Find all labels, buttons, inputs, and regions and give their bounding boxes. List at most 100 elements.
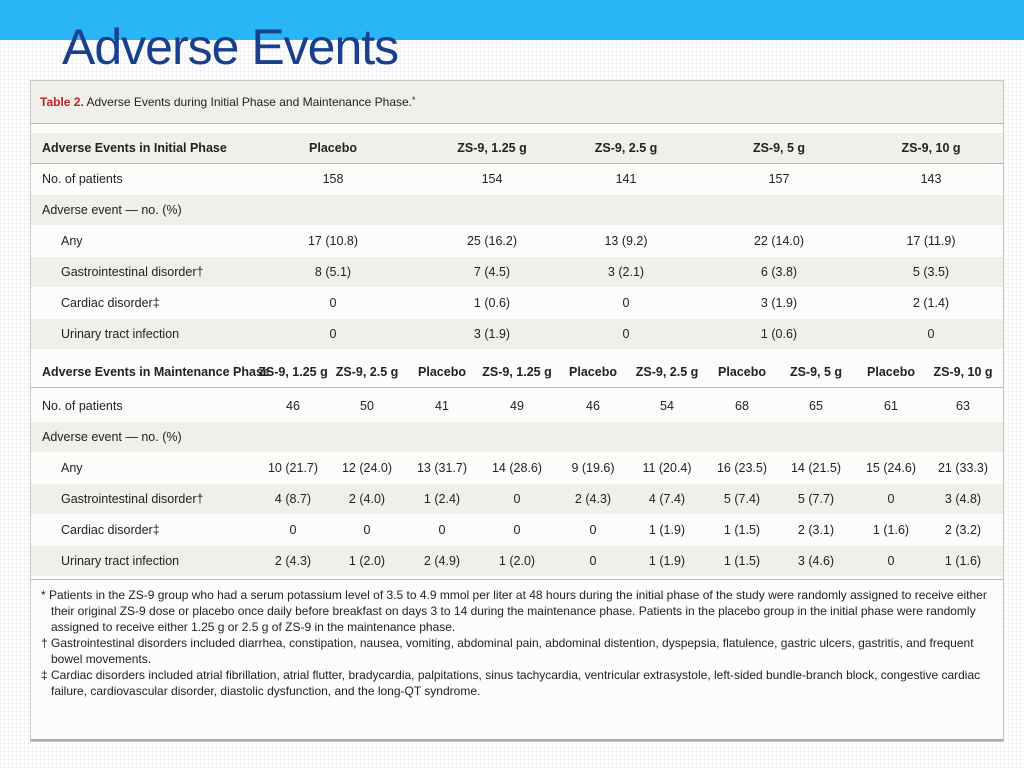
maintenance-section-row: Adverse event — no. (%) [31, 422, 1003, 452]
top-accent-bar [0, 0, 1024, 40]
table-cell: 0 [329, 296, 337, 310]
footnote-divider [31, 579, 1003, 580]
table-cell: 5 (7.7) [797, 492, 835, 506]
table-row: Cardiac disorder‡ 0 0 0 0 0 1 (1.9) 1 (1… [31, 515, 1003, 545]
table-cell: 14 (28.6) [491, 461, 543, 475]
table-cell: 11 (20.4) [642, 461, 692, 475]
table-cell: 2 (4.3) [574, 492, 612, 506]
initial-section-row: Adverse event — no. (%) [31, 195, 1003, 225]
table-row: Cardiac disorder‡ 0 1 (0.6) 0 3 (1.9) 2 … [31, 288, 1003, 318]
maintenance-header-col: ZS-9, 2.5 g [335, 365, 399, 379]
table-cell: 1 (1.6) [872, 523, 910, 537]
table-cell: 1 (1.9) [648, 554, 686, 568]
footnote: * Patients in the ZS-9 group who had a s… [41, 588, 987, 634]
row-label: Gastrointestinal disorder† [61, 492, 204, 506]
table-cell: 17 (11.9) [906, 234, 956, 248]
table-cell: 3 (4.8) [944, 492, 982, 506]
row-label: Cardiac disorder‡ [61, 296, 160, 310]
initial-header-col: ZS-9, 2.5 g [594, 141, 658, 155]
table-cell: 61 [884, 399, 898, 413]
maintenance-header-col: ZS-9, 1.25 g [482, 365, 552, 379]
table-cell: 8 (5.1) [314, 265, 352, 279]
row-label: Any [61, 461, 83, 475]
row-label: No. of patients [42, 399, 123, 413]
table-cell: 1 (0.6) [760, 327, 798, 341]
table-cell: 13 (31.7) [416, 461, 468, 475]
footnote: ‡ Cardiac disorders included atrial fibr… [41, 668, 981, 698]
footnote: † Gastrointestinal disorders included di… [41, 636, 974, 666]
table-cell: 0 [887, 554, 895, 568]
table-cell: 10 (21.7) [267, 461, 319, 475]
table-cell: 1 (1.6) [944, 554, 982, 568]
initial-patients-row: No. of patients 158 154 141 157 143 [31, 164, 1003, 194]
table-cell: 1 (1.9) [648, 523, 686, 537]
table-cell: 1 (0.6) [473, 296, 511, 310]
table-cell: 15 (24.6) [865, 461, 917, 475]
table-cell: 0 [622, 296, 630, 310]
table-cell: 1 (1.5) [723, 523, 761, 537]
table-cell: 1 (2.4) [423, 492, 461, 506]
initial-header-col: Placebo [309, 141, 357, 155]
caption-text: Adverse Events during Initial Phase and … [83, 95, 413, 109]
row-label: Cardiac disorder‡ [61, 523, 160, 537]
table-cell: 17 (10.8) [307, 234, 359, 248]
row-label: Urinary tract infection [61, 554, 180, 568]
bottom-rule [31, 739, 1003, 741]
table-cell: 5 (7.4) [723, 492, 761, 506]
table-row: Urinary tract infection 0 3 (1.9) 0 1 (0… [31, 319, 1003, 349]
table-cell: 54 [660, 399, 674, 413]
table-cell: 2 (4.0) [348, 492, 386, 506]
maintenance-header-label: Adverse Events in Maintenance Phase [42, 365, 270, 379]
table-cell: 2 (3.1) [797, 523, 835, 537]
maintenance-header-col: ZS-9, 10 g [933, 365, 993, 379]
table-cell: 46 [286, 399, 300, 413]
table-cell: 0 [438, 523, 446, 537]
table-cell: 13 (9.2) [604, 234, 648, 248]
initial-header-col: ZS-9, 1.25 g [457, 141, 527, 155]
table-cell: 4 (8.7) [274, 492, 312, 506]
maintenance-header-row: Adverse Events in Maintenance Phase ZS-9… [31, 357, 1003, 388]
maintenance-header-col: Placebo [867, 365, 915, 379]
table-cell: 6 (3.8) [760, 265, 798, 279]
table-cell: 50 [360, 399, 374, 413]
table-cell: 0 [513, 523, 521, 537]
table-cell: 3 (4.6) [797, 554, 835, 568]
table-cell: 0 [589, 554, 597, 568]
table-cell: 2 (1.4) [912, 296, 950, 310]
table-cell: 143 [920, 172, 942, 186]
table-cell: 158 [322, 172, 344, 186]
table-cell: 2 (4.3) [274, 554, 312, 568]
footnotes: * Patients in the ZS-9 group who had a s… [41, 587, 1001, 699]
table-cell: 41 [435, 399, 449, 413]
table-cell: 49 [510, 399, 524, 413]
table-cell: 1 (1.5) [723, 554, 761, 568]
table-cell: 157 [768, 172, 790, 186]
table-row: Any 17 (10.8) 25 (16.2) 13 (9.2) 22 (14.… [31, 226, 1003, 256]
table-cell: 65 [809, 399, 823, 413]
maintenance-header-col: Placebo [569, 365, 617, 379]
slide-title: Adverse Events [62, 19, 399, 75]
row-label: Any [61, 234, 83, 248]
table-row: Urinary tract infection 2 (4.3) 1 (2.0) … [31, 546, 1003, 576]
maintenance-header-col: Placebo [718, 365, 766, 379]
table-cell: 22 (14.0) [753, 234, 805, 248]
table-cell: 16 (23.5) [716, 461, 768, 475]
table-cell: 9 (19.6) [571, 461, 615, 475]
section-label: Adverse event — no. (%) [42, 203, 182, 217]
section-label: Adverse event — no. (%) [42, 430, 182, 444]
initial-header-col: ZS-9, 10 g [901, 141, 961, 155]
table-cell: 0 [363, 523, 371, 537]
table-cell: 14 (21.5) [790, 461, 842, 475]
table-cell: 154 [481, 172, 503, 186]
table-cell: 12 (24.0) [341, 461, 393, 475]
table-cell: 63 [956, 399, 970, 413]
table-cell: 25 (16.2) [466, 234, 518, 248]
table-row: Gastrointestinal disorder† 8 (5.1) 7 (4.… [31, 257, 1003, 287]
row-label: No. of patients [42, 172, 123, 186]
table-row: Gastrointestinal disorder† 4 (8.7) 2 (4.… [31, 484, 1003, 514]
table-cell: 2 (4.9) [423, 554, 461, 568]
table-cell: 5 (3.5) [912, 265, 950, 279]
table-caption: Table 2. Adverse Events during Initial P… [40, 95, 416, 109]
table-cell: 1 (2.0) [348, 554, 386, 568]
initial-header-col: ZS-9, 5 g [752, 141, 806, 155]
